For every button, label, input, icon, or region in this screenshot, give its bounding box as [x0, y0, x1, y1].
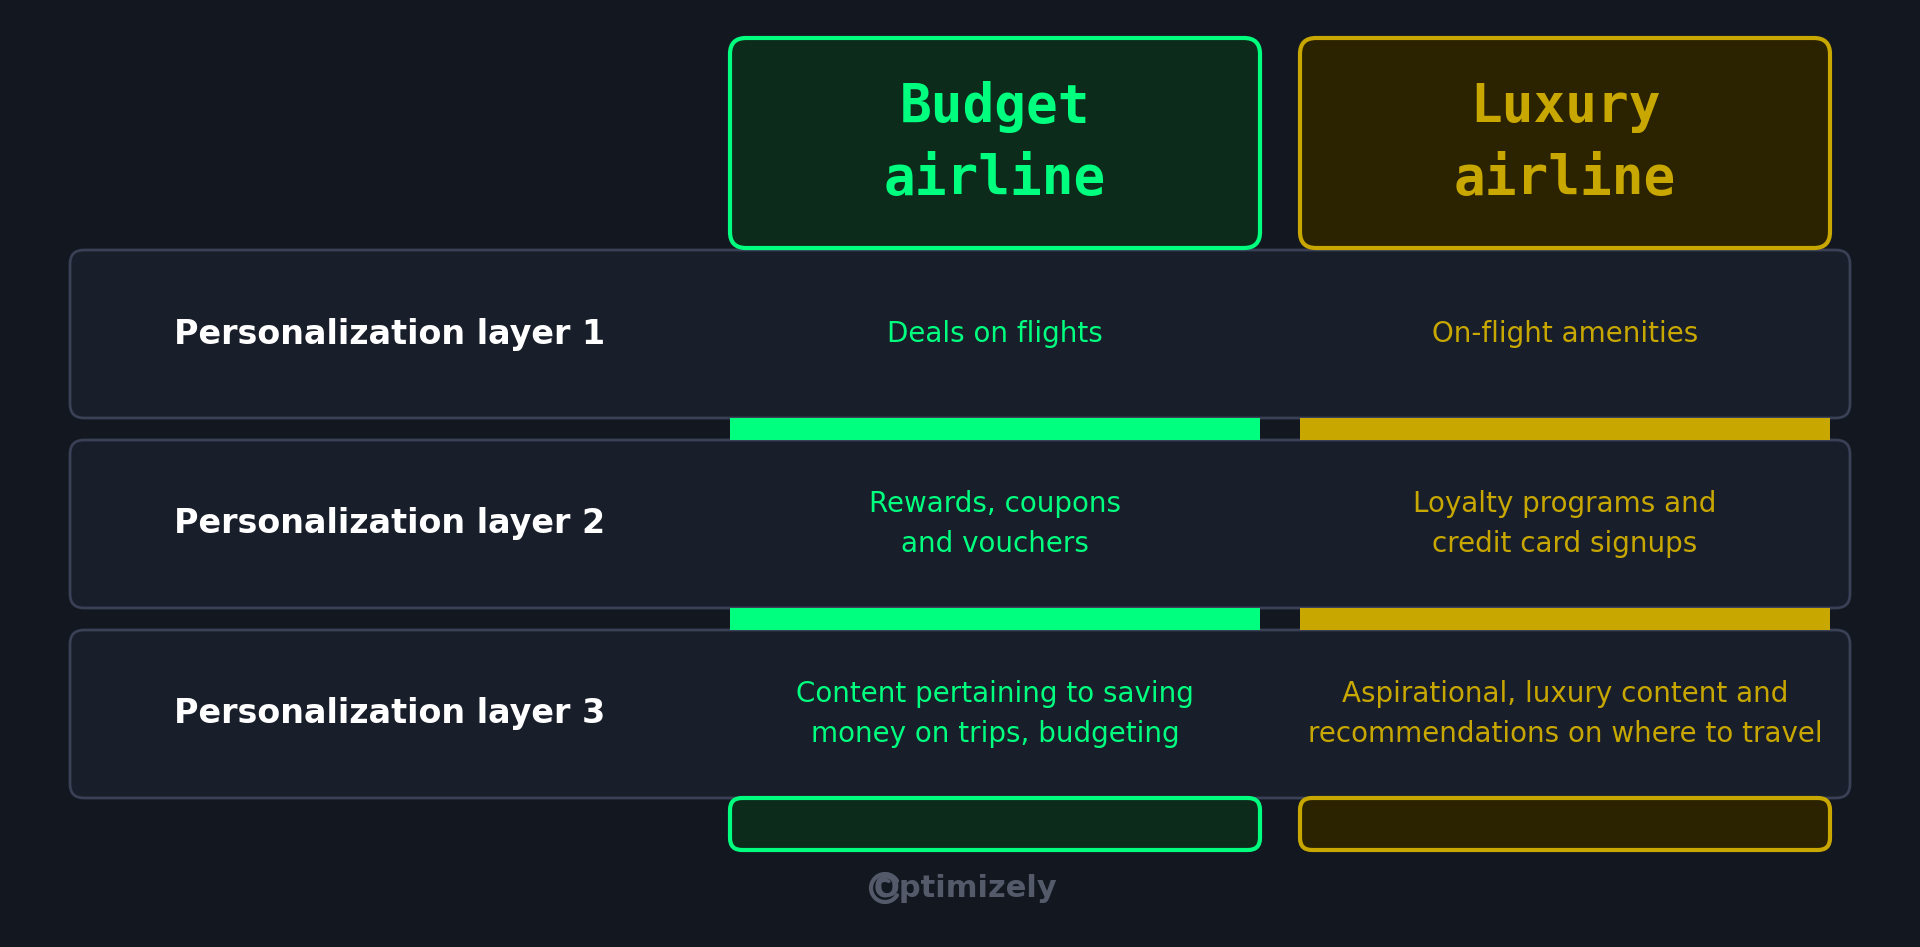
FancyBboxPatch shape [1300, 798, 1830, 850]
Text: Aspirational, luxury content and
recommendations on where to travel: Aspirational, luxury content and recomme… [1308, 681, 1822, 747]
Text: Budget
airline: Budget airline [883, 80, 1106, 205]
Bar [730, 418, 1260, 440]
Text: On-flight amenities: On-flight amenities [1432, 320, 1697, 348]
Text: Deals on flights: Deals on flights [887, 320, 1102, 348]
Text: Rewards, coupons
and vouchers: Rewards, coupons and vouchers [870, 491, 1121, 558]
Text: Personalization layer 2: Personalization layer 2 [175, 508, 605, 541]
FancyBboxPatch shape [1300, 38, 1830, 248]
Bar [730, 608, 1260, 630]
Text: Optimizely: Optimizely [874, 873, 1056, 902]
Text: Personalization layer 3: Personalization layer 3 [175, 698, 605, 730]
Bar [1300, 418, 1830, 440]
FancyBboxPatch shape [69, 630, 1851, 798]
FancyBboxPatch shape [730, 798, 1260, 850]
FancyBboxPatch shape [69, 440, 1851, 608]
FancyBboxPatch shape [730, 38, 1260, 248]
Text: Content pertaining to saving
money on trips, budgeting: Content pertaining to saving money on tr… [797, 681, 1194, 747]
Bar [1300, 608, 1830, 630]
Text: Loyalty programs and
credit card signups: Loyalty programs and credit card signups [1413, 491, 1716, 558]
Text: Personalization layer 1: Personalization layer 1 [175, 317, 605, 350]
Text: Luxury
airline: Luxury airline [1453, 80, 1676, 205]
FancyBboxPatch shape [69, 250, 1851, 418]
